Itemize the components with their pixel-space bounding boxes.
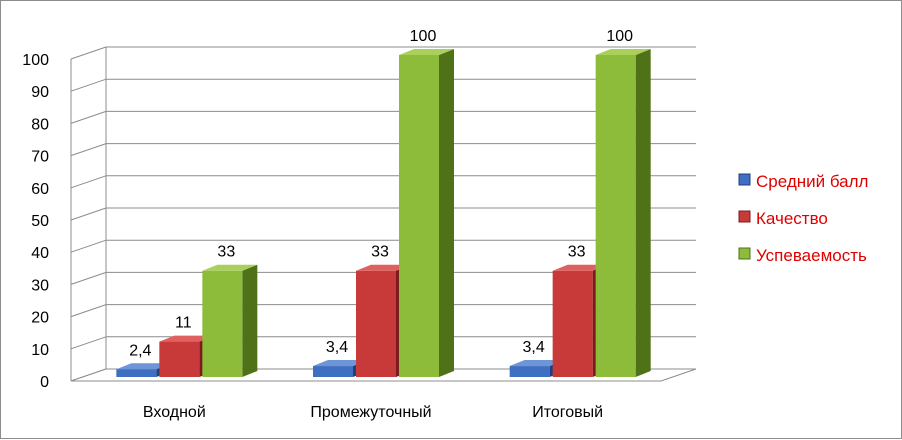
y-tick-label: 80 bbox=[31, 116, 49, 133]
data-label: 100 bbox=[410, 28, 437, 45]
bar bbox=[509, 366, 550, 377]
y-tick-label: 60 bbox=[31, 181, 49, 198]
bar-side bbox=[439, 49, 454, 377]
legend-label: Успеваемость bbox=[756, 246, 867, 265]
data-label: 33 bbox=[568, 244, 586, 261]
gridline-side-40 bbox=[70, 239, 107, 253]
bar bbox=[356, 270, 396, 377]
data-label: 3,4 bbox=[326, 339, 348, 356]
gridline-side-30 bbox=[70, 271, 107, 285]
bar bbox=[202, 270, 243, 377]
data-label: 2,4 bbox=[129, 342, 151, 359]
gridline-side-60 bbox=[70, 175, 107, 189]
data-label: 100 bbox=[606, 28, 633, 45]
legend-swatch bbox=[738, 247, 751, 260]
y-tick-label: 70 bbox=[31, 149, 49, 166]
legend-label: Средний балл bbox=[756, 172, 868, 191]
bar bbox=[399, 55, 439, 377]
y-tick-label: 20 bbox=[31, 310, 49, 327]
bar-side bbox=[242, 264, 258, 377]
bar-top bbox=[116, 363, 172, 370]
bar bbox=[116, 369, 157, 377]
bar bbox=[552, 270, 593, 377]
gridline-side-100 bbox=[70, 46, 107, 60]
bar-top bbox=[595, 49, 651, 55]
data-label: 3,4 bbox=[523, 339, 545, 356]
data-label: 33 bbox=[371, 244, 389, 261]
y-tick-label: 40 bbox=[31, 245, 49, 262]
bar-top bbox=[552, 264, 608, 271]
legend-swatch bbox=[738, 173, 751, 186]
y-tick-label: 30 bbox=[31, 277, 49, 294]
bar-top bbox=[356, 264, 411, 271]
category-label: Итоговый bbox=[532, 404, 603, 421]
bar-top bbox=[159, 335, 215, 342]
category-label: Входной bbox=[143, 404, 206, 421]
bar-top bbox=[313, 360, 368, 367]
data-label: 11 bbox=[175, 315, 192, 332]
bar bbox=[159, 341, 200, 377]
gridline-side-70 bbox=[70, 143, 107, 157]
gridline-side-90 bbox=[70, 78, 107, 92]
y-tick-label: 90 bbox=[31, 84, 49, 101]
bar-top bbox=[202, 264, 258, 271]
gridline-side-50 bbox=[70, 207, 107, 221]
bar bbox=[313, 366, 353, 377]
data-label: 33 bbox=[217, 244, 235, 261]
legend-swatch bbox=[738, 210, 751, 223]
y-tick-label: 0 bbox=[40, 374, 49, 391]
gridline-side-80 bbox=[70, 110, 107, 124]
gridline-side-20 bbox=[70, 304, 107, 318]
category-label: Промежуточный bbox=[310, 404, 431, 421]
y-tick-label: 100 bbox=[22, 52, 49, 69]
gridline-side-10 bbox=[70, 336, 107, 350]
bar-top bbox=[399, 49, 454, 55]
bar bbox=[595, 55, 636, 377]
bar-top bbox=[509, 360, 565, 367]
y-tick-label: 10 bbox=[31, 342, 49, 359]
legend-label: Качество bbox=[756, 209, 828, 228]
bar-side bbox=[635, 49, 651, 377]
y-tick-label: 50 bbox=[31, 213, 49, 230]
